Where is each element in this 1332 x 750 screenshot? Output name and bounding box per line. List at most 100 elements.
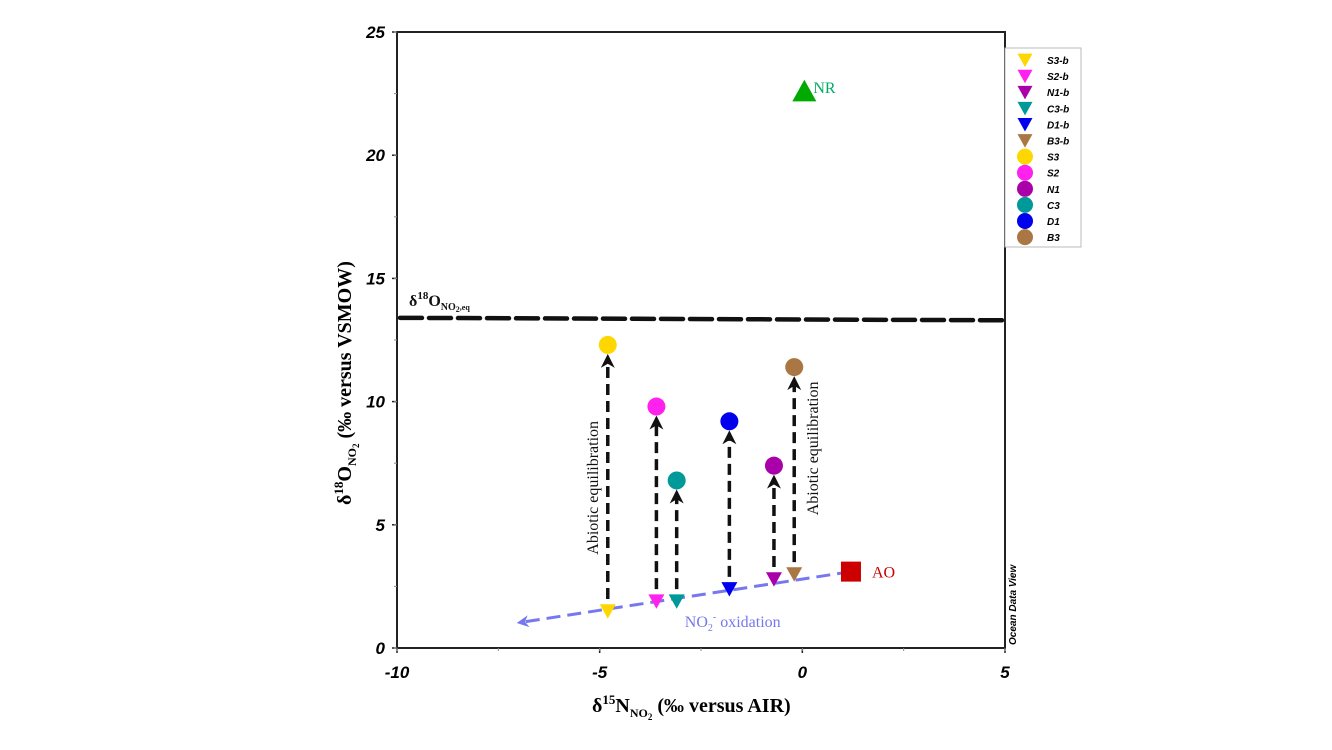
point-d1 [720,412,739,431]
legend-marker [1017,213,1033,229]
y-title-o: O [334,466,356,482]
point-d1-b [721,582,738,597]
point-b3-b [786,567,803,582]
legend-item-s3-b: S3-b [1017,53,1069,68]
x-title-sup: 15 [602,692,616,707]
ox-label-tail: oxidation [716,614,780,631]
point-s2 [647,397,666,416]
ox-label-sup: - [713,612,716,623]
equilibrium-line [397,315,1005,323]
legend-label: B3-b [1047,137,1069,148]
equilibration-arrows [600,353,802,600]
x-title-tail: (‰ versus AIR) [652,695,790,717]
legend-marker [1017,85,1033,100]
legend-marker [1017,53,1033,68]
axis-ticks: -10 -5 0 5 0 5 10 15 20 25 [365,23,1010,682]
ref-point-nr-label: NR [813,80,836,97]
y-title-delta: δ [334,495,356,505]
legend-label: N1-b [1047,88,1069,99]
annotation-abiotic-right: Abiotic equilibration [805,382,822,516]
plot-border [396,31,1006,649]
x-tick-label: 0 [798,663,808,682]
legend-marker [1017,196,1033,213]
y-tick-label: 15 [366,269,385,288]
eq-label-sup: 18 [417,290,429,302]
eq-label-sub3: ,eq [460,303,471,312]
y-title-tail: (‰ versus VSMOW) [334,261,356,443]
legend-label: S3-b [1047,56,1069,67]
reference-points: NR AO [792,79,895,582]
legend-label: C3-b [1047,104,1069,115]
legend: S3-b S2-b N1-b C3-b D1-b B3-b S3 S2 N1 C3 D1 B3 [1004,47,1082,248]
legend-label: N1 [1047,185,1060,196]
equilibrium-label: δ18ONO2,eq [409,290,470,314]
eq-label-delta: δ [409,293,417,310]
oxidation-dashed-arrow [516,570,852,628]
legend-item-d1-b: D1-b [1017,118,1069,132]
eq-label-sub2: 2 [456,305,460,314]
legend-item-n1: N1 [1017,180,1060,197]
oxidation-label: NO2- oxidation [685,612,781,634]
legend-item-s2: S2 [1017,164,1060,181]
y-tick-label: 20 [365,146,385,165]
plot-frame [396,31,1006,649]
ref-point-nr [792,79,817,102]
legend-item-b3-b: B3-b [1017,134,1069,148]
legend-marker [1017,229,1033,246]
ref-point-ao-label: AO [872,565,895,582]
legend-label: S2 [1047,169,1060,180]
x-title-delta: δ [592,695,602,717]
legend-item-s3: S3 [1017,148,1060,165]
legend-marker [1017,69,1033,84]
legend-item-c3: C3 [1017,196,1060,213]
legend-item-d1: D1 [1017,213,1060,229]
legend-marker [1017,164,1033,181]
annotation-abiotic-left: Abiotic equilibration [585,421,602,555]
y-tick-label: 10 [366,393,385,412]
legend-label: C3 [1047,201,1060,212]
x-title-n: N [615,695,630,717]
x-axis-title: δ15NNO2 (‰ versus AIR) [592,692,791,722]
legend-item-b3: B3 [1017,229,1060,246]
legend-marker [1017,180,1033,197]
point-n1-b [765,572,782,587]
ref-point-ao [840,561,861,582]
x-tick-label: 5 [1000,663,1010,682]
point-c3 [667,471,686,490]
legend-marker [1017,134,1033,148]
legend-label: S2-b [1047,72,1069,83]
point-c3-b [668,594,685,609]
y-title-sub2: 2 [351,443,361,448]
y-title-sup: 18 [331,481,346,495]
point-n1 [764,456,783,475]
x-title-sub: NO [630,706,648,720]
legend-label: B3 [1047,233,1060,244]
legend-label: D1 [1047,217,1060,228]
data-points [598,335,804,619]
point-s3 [598,335,617,354]
x-title-sub2: 2 [648,712,653,722]
legend-marker [1017,101,1033,116]
legend-label: D1-b [1047,120,1069,131]
legend-item-c3-b: C3-b [1017,101,1069,116]
eq-label-o: O [428,293,440,310]
point-s2-b [648,594,665,609]
x-tick-label: -5 [592,663,608,682]
y-tick-label: 0 [376,639,386,658]
legend-item-n1-b: N1-b [1017,85,1069,100]
ocean-data-view-watermark: Ocean Data View [1008,564,1019,645]
legend-item-s2-b: S2-b [1017,69,1069,84]
y-tick-label: 5 [376,516,386,535]
legend-label: S3 [1047,153,1060,164]
oxidation-arrow [516,570,852,628]
x-tick-label: -10 [385,663,410,682]
legend-marker [1017,118,1033,132]
y-tick-label: 25 [365,23,385,42]
point-s3-b [599,604,616,619]
legend-box [1004,47,1082,248]
eq-label-sub: NO [441,302,456,313]
ox-label-sub: 2 [708,623,713,634]
y-axis-title: δ18ONO2 (‰ versus VSMOW) [331,261,361,505]
equilibrium-dashed-line [397,315,1005,323]
ox-label-main: NO [685,614,708,631]
